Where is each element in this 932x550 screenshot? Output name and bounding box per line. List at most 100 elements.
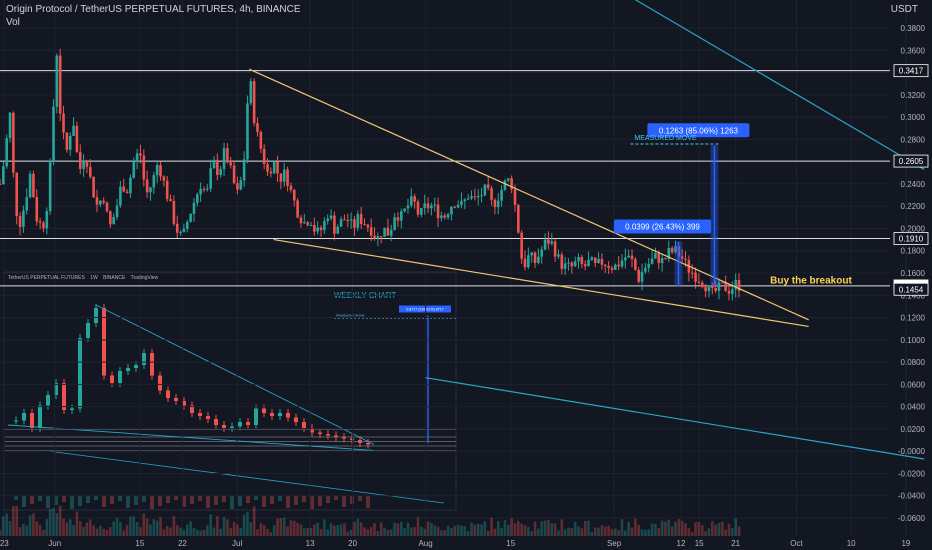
volume-bar (399, 521, 403, 536)
volume-bar (18, 526, 22, 536)
inset-brand: TradingView (130, 275, 159, 281)
trendlines (249, 0, 925, 460)
candle-body (433, 204, 437, 206)
volume-bar (480, 524, 483, 536)
volume-bar (35, 521, 39, 536)
inset-channel-line (43, 450, 445, 504)
volume-bar (510, 518, 513, 536)
candle-body (450, 206, 453, 215)
volume-bar (573, 521, 577, 536)
candle-body (476, 195, 480, 198)
inset-candle (22, 413, 26, 421)
volume-bar (52, 508, 55, 536)
volume-bar (102, 528, 105, 536)
price-tick-label: -0.0400 (898, 492, 926, 501)
volume-bar (319, 528, 323, 536)
volume-bar (155, 520, 159, 536)
volume-bar (323, 519, 326, 536)
volume-bar (306, 528, 309, 536)
volume-bars (0, 506, 741, 536)
candle-body (266, 163, 269, 172)
volume-bar (550, 523, 554, 536)
volume-bar (169, 527, 172, 536)
inset-symbol: TetherUS PERPETUAL FUTURES (8, 275, 85, 281)
volume-bar (446, 525, 450, 536)
inset-candle (334, 435, 338, 437)
candle-body (690, 272, 694, 274)
channel-line (425, 377, 925, 460)
volume-bar (694, 522, 697, 536)
candle-body (309, 224, 313, 226)
price-tick-label: 0.1200 (901, 314, 926, 323)
inset-volume (334, 496, 338, 500)
volume-bar (299, 524, 303, 536)
inset-candle (142, 353, 146, 365)
volume-bar (179, 527, 182, 536)
price-tick-label: 0.1600 (901, 269, 926, 278)
volume-bar (490, 517, 493, 536)
candle-body (373, 235, 376, 239)
candle-body (704, 287, 707, 292)
candle-body (456, 204, 460, 208)
candle-body (206, 188, 209, 190)
volume-bar (363, 527, 366, 536)
candle-body (553, 241, 557, 257)
trendline-lower (273, 238, 809, 328)
candle-body (52, 106, 55, 162)
volume-bar (165, 526, 169, 536)
candle-body (490, 188, 493, 200)
inset-volume (110, 496, 114, 504)
volume-bar (346, 531, 350, 536)
inset-candle (230, 426, 234, 428)
volume-bar (734, 518, 737, 536)
price-tick-label: -0.0200 (898, 469, 926, 478)
volume-bar (222, 517, 226, 536)
candle-body (99, 200, 102, 205)
volume-bar (159, 516, 162, 536)
candle-body (513, 189, 517, 205)
volume-bar (366, 529, 370, 536)
volume-bar (610, 529, 614, 536)
volume-bar (466, 531, 470, 536)
candle-body (132, 161, 136, 178)
volume-bar (737, 526, 741, 536)
candle-body (78, 152, 82, 169)
candle-body (303, 222, 306, 224)
inset-candle (198, 413, 202, 416)
candle-body (413, 196, 416, 202)
volume-bar (246, 511, 249, 536)
volume-bar (202, 529, 206, 536)
volume-bar (483, 521, 487, 536)
volume-bar (249, 522, 253, 536)
inset-candle (38, 405, 42, 428)
candle-body (105, 202, 109, 212)
buy-breakout-callout: Buy the breakout (770, 276, 852, 287)
volume-bar (65, 522, 69, 536)
candle-body (115, 205, 119, 218)
candle-body (587, 259, 590, 267)
volume-bar (182, 529, 186, 536)
candle-body (95, 197, 99, 205)
candle-body (38, 221, 42, 223)
volume-bar (460, 525, 463, 536)
inset-candle (70, 408, 74, 410)
candle-body (316, 227, 319, 232)
candle-body (195, 194, 199, 203)
volume-bar (530, 531, 533, 536)
candle-body (12, 112, 15, 173)
volume-bar (206, 525, 209, 536)
inset-volume (246, 496, 250, 503)
candle-body (246, 103, 249, 160)
candle-body (252, 81, 256, 124)
price-tick-label: 0.1800 (901, 247, 926, 256)
volume-bar (664, 521, 667, 536)
inset-volume (134, 496, 138, 505)
volume-bar (279, 518, 283, 536)
candle-body (383, 227, 386, 237)
volume-bar (714, 524, 717, 536)
volume-bar (567, 527, 570, 536)
candle-body (222, 148, 226, 170)
volume-bar (55, 513, 59, 536)
candle-body (737, 280, 741, 291)
